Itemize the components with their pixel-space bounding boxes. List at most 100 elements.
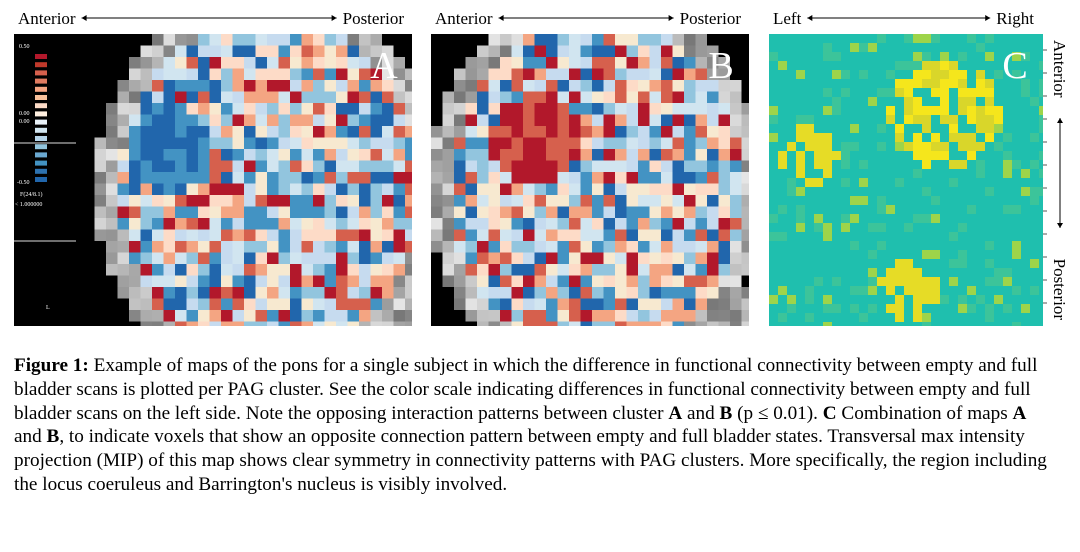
voxel bbox=[255, 252, 267, 264]
voxel bbox=[209, 264, 221, 276]
voxel bbox=[615, 57, 627, 69]
voxel bbox=[638, 310, 650, 322]
voxel bbox=[603, 275, 615, 287]
voxel bbox=[904, 259, 913, 268]
voxel bbox=[198, 310, 210, 322]
voxel bbox=[359, 172, 371, 184]
voxel bbox=[175, 137, 187, 149]
voxel bbox=[805, 115, 814, 124]
voxel bbox=[129, 172, 141, 184]
voxel bbox=[718, 310, 730, 322]
voxel bbox=[244, 126, 256, 138]
voxel bbox=[523, 195, 535, 207]
voxel bbox=[94, 195, 106, 207]
voxel bbox=[1039, 79, 1043, 88]
voxel bbox=[895, 277, 904, 286]
voxel bbox=[336, 126, 348, 138]
voxel bbox=[301, 183, 313, 195]
voxel bbox=[175, 80, 187, 92]
voxel bbox=[405, 321, 412, 326]
voxel bbox=[301, 160, 313, 172]
voxel bbox=[1039, 88, 1043, 97]
voxel bbox=[741, 229, 749, 241]
voxel bbox=[186, 91, 198, 103]
voxel bbox=[477, 160, 489, 172]
voxel bbox=[255, 149, 267, 161]
voxel bbox=[186, 80, 198, 92]
voxel bbox=[278, 310, 290, 322]
voxel bbox=[370, 149, 382, 161]
voxel bbox=[152, 103, 164, 115]
voxel bbox=[278, 321, 290, 326]
voxel bbox=[684, 126, 696, 138]
panel-image bbox=[431, 15, 749, 326]
voxel bbox=[186, 45, 198, 57]
voxel bbox=[615, 298, 627, 310]
voxel bbox=[465, 91, 477, 103]
voxel bbox=[904, 142, 913, 151]
direction-label: Anterior bbox=[18, 9, 76, 28]
voxel bbox=[672, 80, 684, 92]
voxel bbox=[186, 298, 198, 310]
voxel bbox=[221, 264, 233, 276]
voxel bbox=[232, 137, 244, 149]
voxel bbox=[904, 277, 913, 286]
panel-letter: A bbox=[370, 45, 398, 87]
voxel bbox=[106, 172, 118, 184]
voxel bbox=[186, 68, 198, 80]
voxel bbox=[175, 68, 187, 80]
voxel bbox=[949, 70, 958, 79]
voxel bbox=[477, 264, 489, 276]
voxel bbox=[221, 80, 233, 92]
voxel bbox=[477, 229, 489, 241]
voxel bbox=[958, 88, 967, 97]
voxel bbox=[707, 103, 719, 115]
voxel bbox=[465, 57, 477, 69]
voxel bbox=[290, 195, 302, 207]
voxel bbox=[511, 149, 523, 161]
voxel bbox=[186, 103, 198, 115]
voxel bbox=[814, 133, 823, 142]
voxel bbox=[278, 57, 290, 69]
voxel bbox=[488, 298, 500, 310]
voxel bbox=[695, 57, 707, 69]
voxel bbox=[129, 183, 141, 195]
voxel bbox=[129, 57, 141, 69]
voxel bbox=[477, 114, 489, 126]
voxel bbox=[976, 79, 985, 88]
voxel bbox=[931, 88, 940, 97]
voxel bbox=[741, 103, 749, 115]
voxel bbox=[638, 195, 650, 207]
voxel bbox=[814, 277, 823, 286]
caption-bold: Figure 1: bbox=[14, 355, 89, 376]
voxel bbox=[324, 137, 336, 149]
voxel bbox=[129, 287, 141, 299]
voxel bbox=[431, 229, 443, 241]
voxel bbox=[814, 178, 823, 187]
voxel bbox=[778, 313, 787, 322]
voxel bbox=[140, 183, 152, 195]
voxel bbox=[336, 275, 348, 287]
voxel bbox=[244, 310, 256, 322]
voxel bbox=[523, 252, 535, 264]
voxel bbox=[488, 126, 500, 138]
voxel bbox=[393, 298, 405, 310]
voxel bbox=[382, 241, 394, 253]
voxel bbox=[186, 57, 198, 69]
voxel bbox=[255, 229, 267, 241]
voxel bbox=[684, 229, 696, 241]
voxel bbox=[661, 252, 673, 264]
voxel bbox=[198, 183, 210, 195]
voxel bbox=[626, 34, 638, 46]
voxel bbox=[359, 275, 371, 287]
voxel bbox=[730, 241, 742, 253]
voxel bbox=[546, 206, 558, 218]
voxel bbox=[324, 57, 336, 69]
voxel bbox=[324, 45, 336, 57]
voxel bbox=[994, 115, 1003, 124]
voxel bbox=[175, 287, 187, 299]
voxel bbox=[290, 252, 302, 264]
voxel bbox=[477, 103, 489, 115]
voxel bbox=[175, 103, 187, 115]
voxel bbox=[500, 195, 512, 207]
